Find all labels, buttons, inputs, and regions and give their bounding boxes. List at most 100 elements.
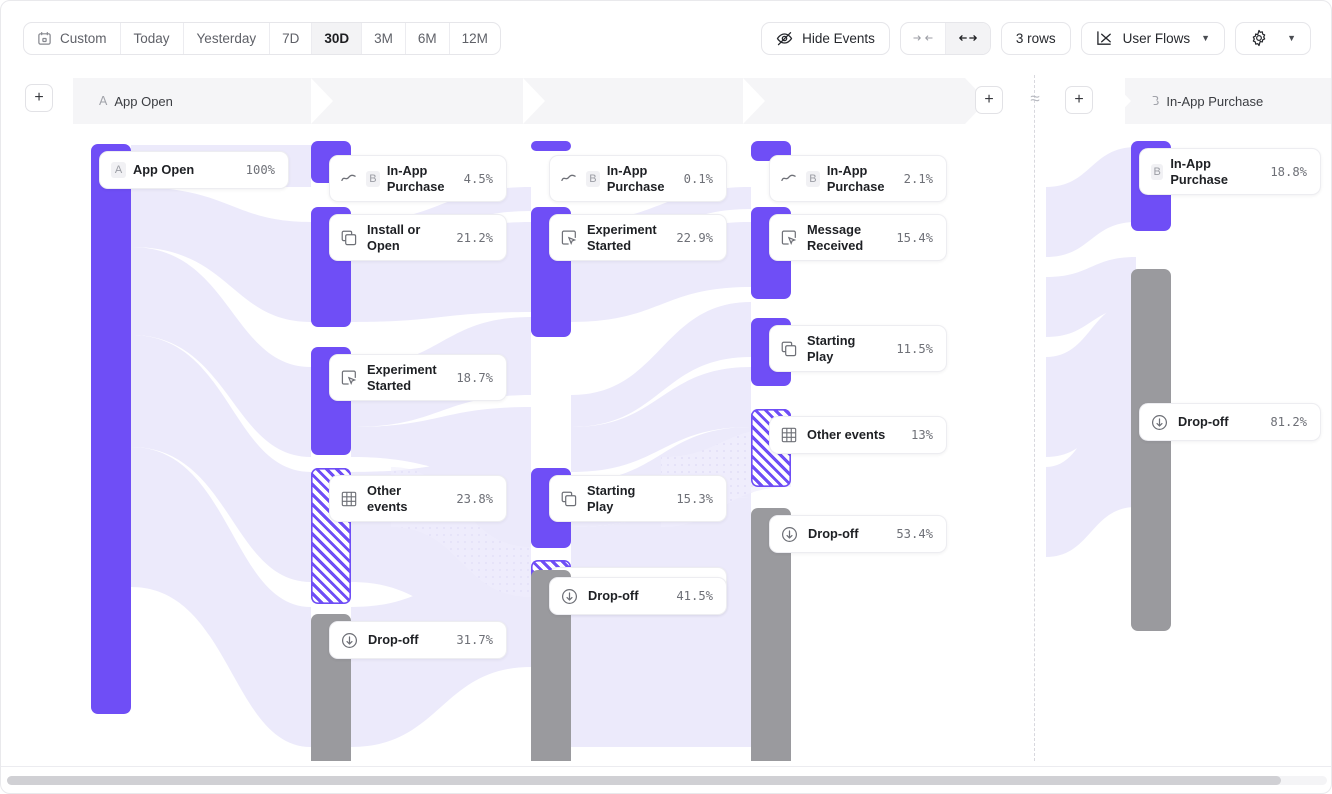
node-label: Install or Open	[367, 222, 421, 253]
node-percent: 53.4%	[896, 527, 933, 541]
trend-icon	[341, 173, 356, 184]
node-card[interactable]: Drop-off 41.5%	[549, 577, 727, 615]
sankey-canvas: A App Open 100% B In-App Purchase 4.5%	[1, 127, 1331, 761]
copy-icon	[781, 341, 797, 357]
date-range-6m[interactable]: 6M	[406, 22, 450, 54]
rows-count-button[interactable]: 3 rows	[1000, 21, 1071, 55]
node-label: Other events	[367, 483, 408, 514]
badge-b-icon: B	[366, 170, 380, 187]
approx-symbol: ≈	[1030, 89, 1040, 108]
node-percent: 41.5%	[676, 589, 713, 603]
node-percent: 13%	[910, 428, 933, 442]
node-label: Message Received	[807, 222, 864, 253]
step-segment-end[interactable]: B In-App Purchase	[1125, 78, 1331, 124]
copy-icon	[341, 230, 357, 246]
node-card[interactable]: Message Received 15.4%	[769, 214, 947, 261]
copy-icon	[561, 491, 577, 507]
gear-icon	[1250, 29, 1268, 47]
arrow-down-circle-icon	[561, 588, 578, 605]
date-range-today[interactable]: Today	[121, 22, 184, 54]
date-range-7d[interactable]: 7D	[270, 22, 313, 54]
node-card[interactable]: Other events 13%	[769, 416, 947, 454]
node-bar	[531, 141, 571, 151]
hide-events-label: Hide Events	[802, 30, 875, 46]
step-segment-4[interactable]	[743, 78, 987, 124]
node-card[interactable]: B In-App Purchase 0.1%	[549, 155, 727, 202]
chevron-down-icon: ▼	[1201, 33, 1211, 43]
node-percent: 18.7%	[456, 370, 493, 385]
badge-b-icon: B	[586, 170, 600, 187]
add-step-end-button[interactable]: +	[1065, 86, 1093, 114]
node-percent: 15.4%	[896, 230, 933, 245]
calendar-icon	[37, 31, 52, 46]
node-card[interactable]: Drop-off 53.4%	[769, 515, 947, 553]
node-bar	[1131, 269, 1171, 631]
scrollbar-track[interactable]	[7, 775, 1327, 785]
node-percent: 11.5%	[896, 341, 933, 356]
node-card[interactable]: Drop-off 31.7%	[329, 621, 507, 659]
node-label: In-App Purchase	[1170, 156, 1228, 187]
add-step-left-button[interactable]: +	[25, 84, 53, 112]
rows-count-label: 3 rows	[1015, 30, 1056, 46]
date-range-yesterday[interactable]: Yesterday	[184, 22, 271, 54]
step-segment-3[interactable]	[523, 78, 765, 124]
step-segment-start[interactable]: A App Open	[73, 78, 333, 124]
date-range-custom-label: Custom	[60, 30, 107, 46]
node-card[interactable]: A App Open 100%	[99, 151, 289, 189]
node-label: Drop-off	[808, 526, 859, 542]
toolbar: Custom Today Yesterday 7D 30D 3M 6M 12M …	[1, 1, 1331, 75]
node-label: In-App Purchase	[826, 163, 885, 194]
add-step-right-button[interactable]: +	[975, 86, 1003, 114]
date-range-12m[interactable]: 12M	[461, 30, 488, 46]
arrow-down-circle-icon	[1151, 414, 1168, 431]
node-label: Experiment Started	[367, 362, 437, 393]
node-card[interactable]: Experiment Started 22.9%	[549, 214, 727, 261]
node-card[interactable]: Other events 23.8%	[329, 475, 507, 522]
arrows-collapse-icon	[913, 32, 933, 44]
node-card[interactable]: B In-App Purchase 2.1%	[769, 155, 947, 202]
badge-a-icon: A	[111, 162, 126, 178]
badge-b-icon: B	[806, 170, 820, 187]
cursor-box-icon	[781, 230, 797, 246]
node-label: Drop-off	[1178, 414, 1229, 430]
node-card[interactable]: B In-App Purchase 4.5%	[329, 155, 507, 202]
node-percent: 81.2%	[1270, 415, 1307, 429]
node-percent: 0.1%	[683, 171, 713, 186]
date-range-3m[interactable]: 3M	[362, 22, 406, 54]
scrollbar-thumb[interactable]	[7, 775, 1281, 785]
node-card[interactable]: Starting Play 11.5%	[769, 325, 947, 372]
step-label-start: App Open	[114, 93, 173, 109]
node-card[interactable]: Experiment Started 18.7%	[329, 354, 507, 401]
panel-divider	[1034, 75, 1035, 761]
layout-toggle-group	[899, 21, 991, 55]
node-card[interactable]: Drop-off 81.2%	[1139, 403, 1321, 441]
arrow-down-circle-icon	[341, 632, 358, 649]
node-label: Starting Play	[807, 333, 856, 364]
hide-events-button[interactable]: Hide Events	[761, 21, 890, 55]
node-percent: 18.8%	[1270, 164, 1307, 179]
step-label-end: In-App Purchase	[1166, 93, 1264, 109]
node-bar	[91, 144, 131, 714]
node-percent: 23.8%	[456, 491, 493, 506]
date-range-30d[interactable]: 30D	[312, 22, 363, 54]
horizontal-scrollbar[interactable]	[1, 773, 1331, 787]
node-card[interactable]: B In-App Purchase 18.8%	[1139, 148, 1321, 195]
cursor-box-icon	[341, 370, 357, 386]
node-label: In-App Purchase	[386, 163, 445, 194]
node-card[interactable]: Starting Play 15.3%	[549, 475, 727, 522]
view-type-dropdown[interactable]: User Flows ▼	[1080, 21, 1226, 55]
cursor-box-icon	[561, 230, 577, 246]
collapse-button[interactable]	[901, 22, 946, 54]
node-percent: 15.3%	[676, 491, 713, 506]
flow-chart-icon	[1096, 30, 1114, 47]
node-label: Drop-off	[588, 588, 639, 604]
node-card[interactable]: Install or Open 21.2%	[329, 214, 507, 261]
node-percent: 2.1%	[903, 171, 933, 186]
expand-button[interactable]	[945, 22, 990, 54]
node-percent: 22.9%	[676, 230, 713, 245]
badge-b-icon: B	[1151, 163, 1164, 180]
date-range-custom[interactable]: Custom	[24, 22, 121, 54]
step-segment-2[interactable]	[311, 78, 545, 124]
settings-dropdown[interactable]: ▼	[1235, 21, 1311, 55]
